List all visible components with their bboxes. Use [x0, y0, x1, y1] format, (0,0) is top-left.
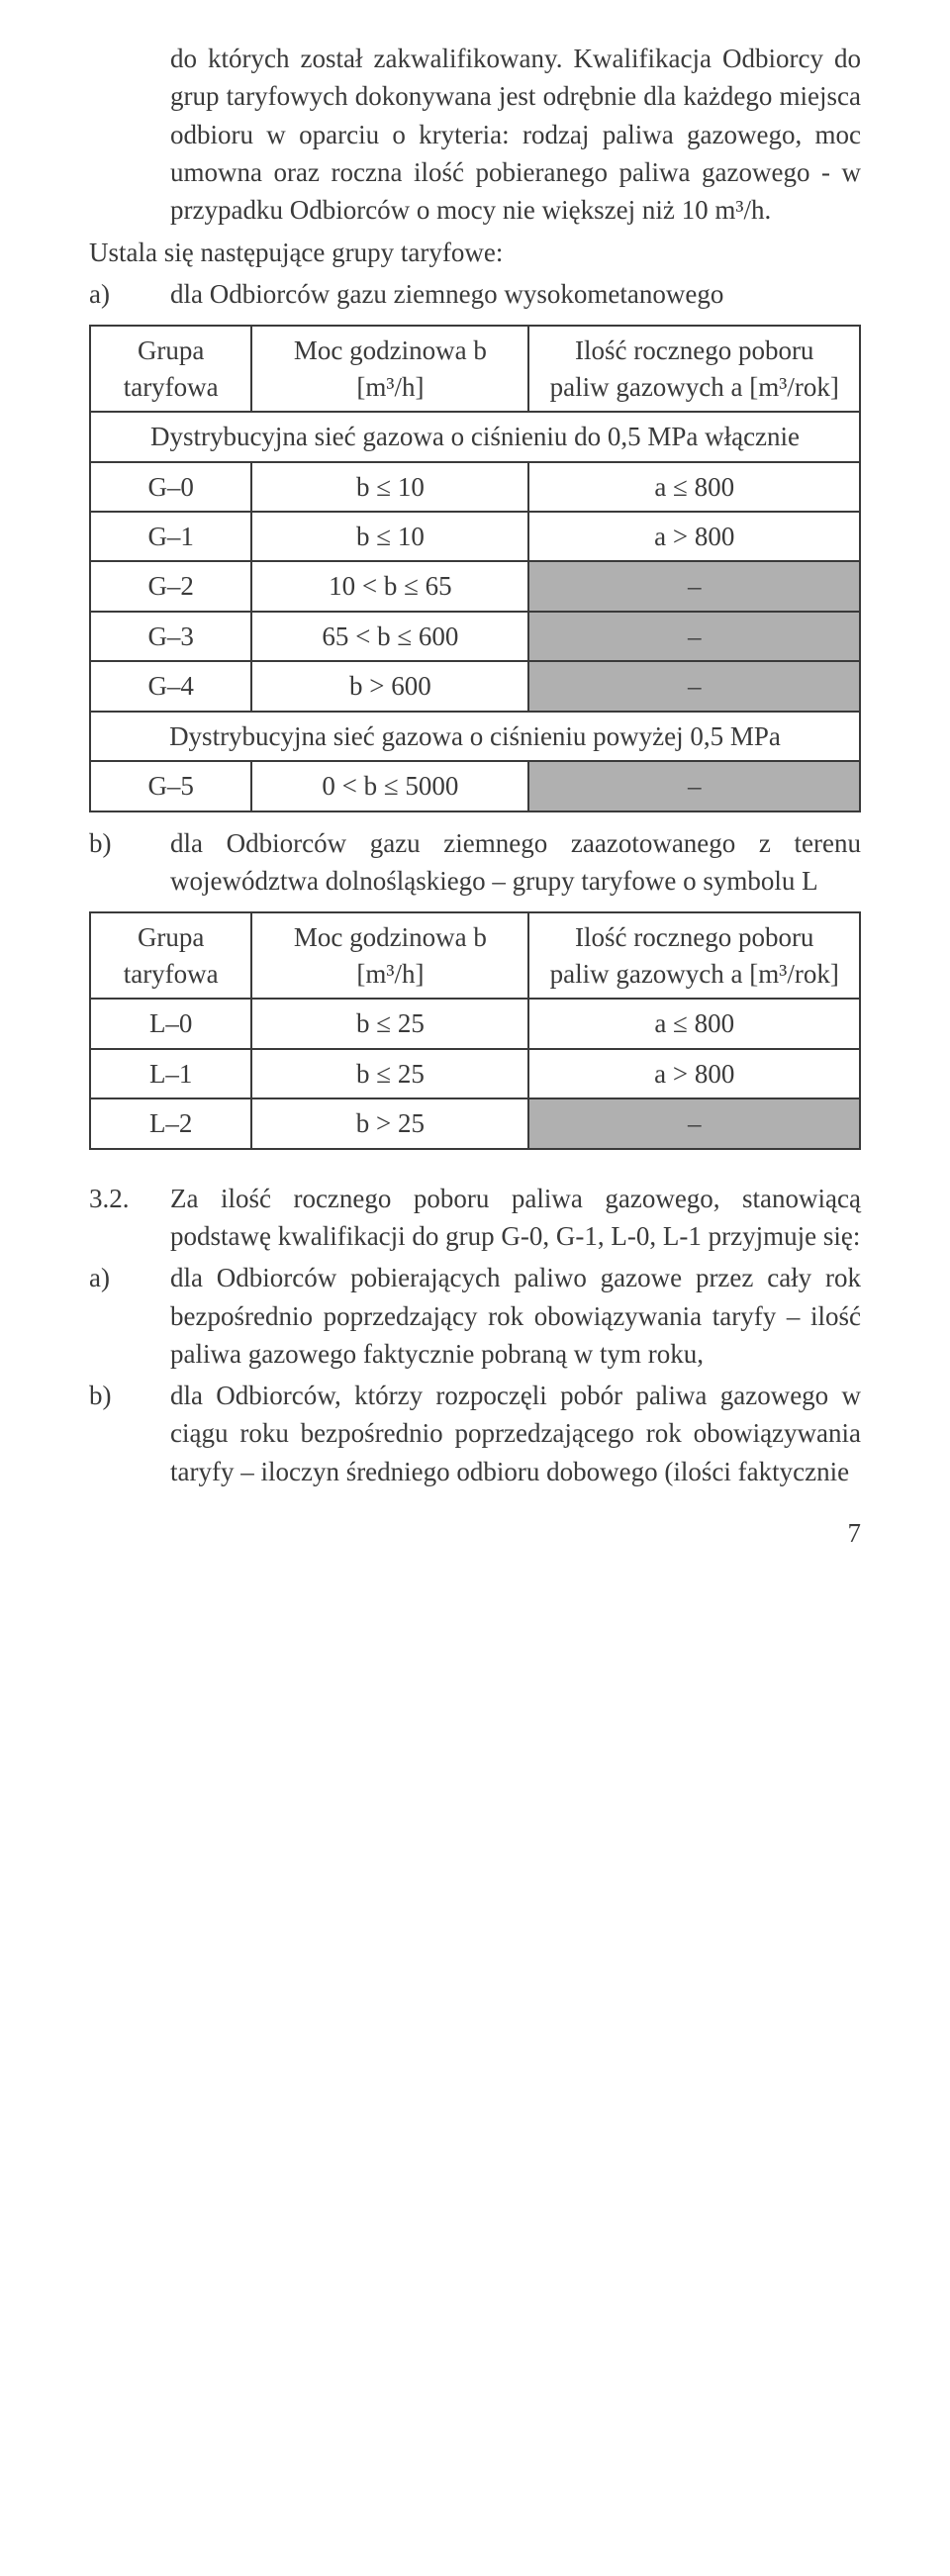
t1-r5-c1: G–5 [90, 761, 251, 811]
t1-r2-c2: 10 < b ≤ 65 [251, 561, 528, 611]
t1-r0-c3: a ≤ 800 [528, 462, 860, 512]
item-b-text: dla Odbiorców gazu ziemnego zaazotowaneg… [170, 824, 861, 901]
item-32-label: 3.2. [89, 1180, 170, 1256]
t2-r1-c3: a > 800 [528, 1049, 860, 1098]
t1-r4-c3: – [528, 661, 860, 711]
item-b2-label: b) [89, 1377, 170, 1490]
item-a2: a) dla Odbiorców pobierających paliwo ga… [89, 1259, 861, 1373]
t2-r2-c1: L–2 [90, 1098, 251, 1148]
t1-r3-c2: 65 < b ≤ 600 [251, 612, 528, 661]
table-wysokometanowy: Grupa taryfowa Moc godzinowa b [m³/h] Il… [89, 325, 861, 811]
table-row: L–1 b ≤ 25 a > 800 [90, 1049, 860, 1098]
t1-span1: Dystrybucyjna sieć gazowa o ciśnieniu do… [90, 412, 860, 461]
table-row: G–1 b ≤ 10 a > 800 [90, 512, 860, 561]
t1-r4-c2: b > 600 [251, 661, 528, 711]
t2-r2-c3: – [528, 1098, 860, 1148]
table-row: G–3 65 < b ≤ 600 – [90, 612, 860, 661]
t2-r0-c2: b ≤ 25 [251, 999, 528, 1048]
t1-r0-c2: b ≤ 10 [251, 462, 528, 512]
t1-r3-c3: – [528, 612, 860, 661]
t1-r1-c1: G–1 [90, 512, 251, 561]
t1-h3: Ilość rocznego poboru paliw gazowych a [… [528, 326, 860, 412]
t1-r4-c1: G–4 [90, 661, 251, 711]
item-b-label: b) [89, 824, 170, 901]
t1-r1-c3: a > 800 [528, 512, 860, 561]
t1-span2: Dystrybucyjna sieć gazowa o ciśnieniu po… [90, 712, 860, 761]
t1-h2: Moc godzinowa b [m³/h] [251, 326, 528, 412]
t1-r5-c3: – [528, 761, 860, 811]
item-a-text: dla Odbiorców gazu ziemnego wysokometano… [170, 275, 861, 313]
t1-r2-c3: – [528, 561, 860, 611]
t1-r0-c1: G–0 [90, 462, 251, 512]
item-a-label: a) [89, 275, 170, 313]
t2-h3: Ilość rocznego poboru paliw gazowych a [… [528, 912, 860, 999]
table-zaazotowany: Grupa taryfowa Moc godzinowa b [m³/h] Il… [89, 911, 861, 1149]
t2-r2-c2: b > 25 [251, 1098, 528, 1148]
table-row: G–5 0 < b ≤ 5000 – [90, 761, 860, 811]
item-a2-label: a) [89, 1259, 170, 1373]
paragraph-intro: do których został zakwalifikowany. Kwali… [170, 40, 861, 230]
item-b2-text: dla Odbiorców, którzy rozpoczęli pobór p… [170, 1377, 861, 1490]
item-b: b) dla Odbiorców gazu ziemnego zaazotowa… [89, 824, 861, 901]
item-a: a) dla Odbiorców gazu ziemnego wysokomet… [89, 275, 861, 313]
table-row: G–4 b > 600 – [90, 661, 860, 711]
item-b2: b) dla Odbiorców, którzy rozpoczęli pobó… [89, 1377, 861, 1490]
t2-r0-c3: a ≤ 800 [528, 999, 860, 1048]
t1-r3-c1: G–3 [90, 612, 251, 661]
t1-r1-c2: b ≤ 10 [251, 512, 528, 561]
table-row: L–2 b > 25 – [90, 1098, 860, 1148]
item-32: 3.2. Za ilość rocznego poboru paliwa gaz… [89, 1180, 861, 1256]
table-row: G–0 b ≤ 10 a ≤ 800 [90, 462, 860, 512]
paragraph-ustala: Ustala się następujące grupy taryfowe: [89, 234, 861, 271]
t1-h1: Grupa taryfowa [90, 326, 251, 412]
t2-r1-c2: b ≤ 25 [251, 1049, 528, 1098]
table-row: G–2 10 < b ≤ 65 – [90, 561, 860, 611]
page-number: 7 [89, 1518, 861, 1549]
item-a2-text: dla Odbiorców pobierających paliwo gazow… [170, 1259, 861, 1373]
t2-h2: Moc godzinowa b [m³/h] [251, 912, 528, 999]
t1-r5-c2: 0 < b ≤ 5000 [251, 761, 528, 811]
t2-r0-c1: L–0 [90, 999, 251, 1048]
table-row: L–0 b ≤ 25 a ≤ 800 [90, 999, 860, 1048]
t2-r1-c1: L–1 [90, 1049, 251, 1098]
t2-h1: Grupa taryfowa [90, 912, 251, 999]
item-32-text: Za ilość rocznego poboru paliwa gazowego… [170, 1180, 861, 1256]
t1-r2-c1: G–2 [90, 561, 251, 611]
